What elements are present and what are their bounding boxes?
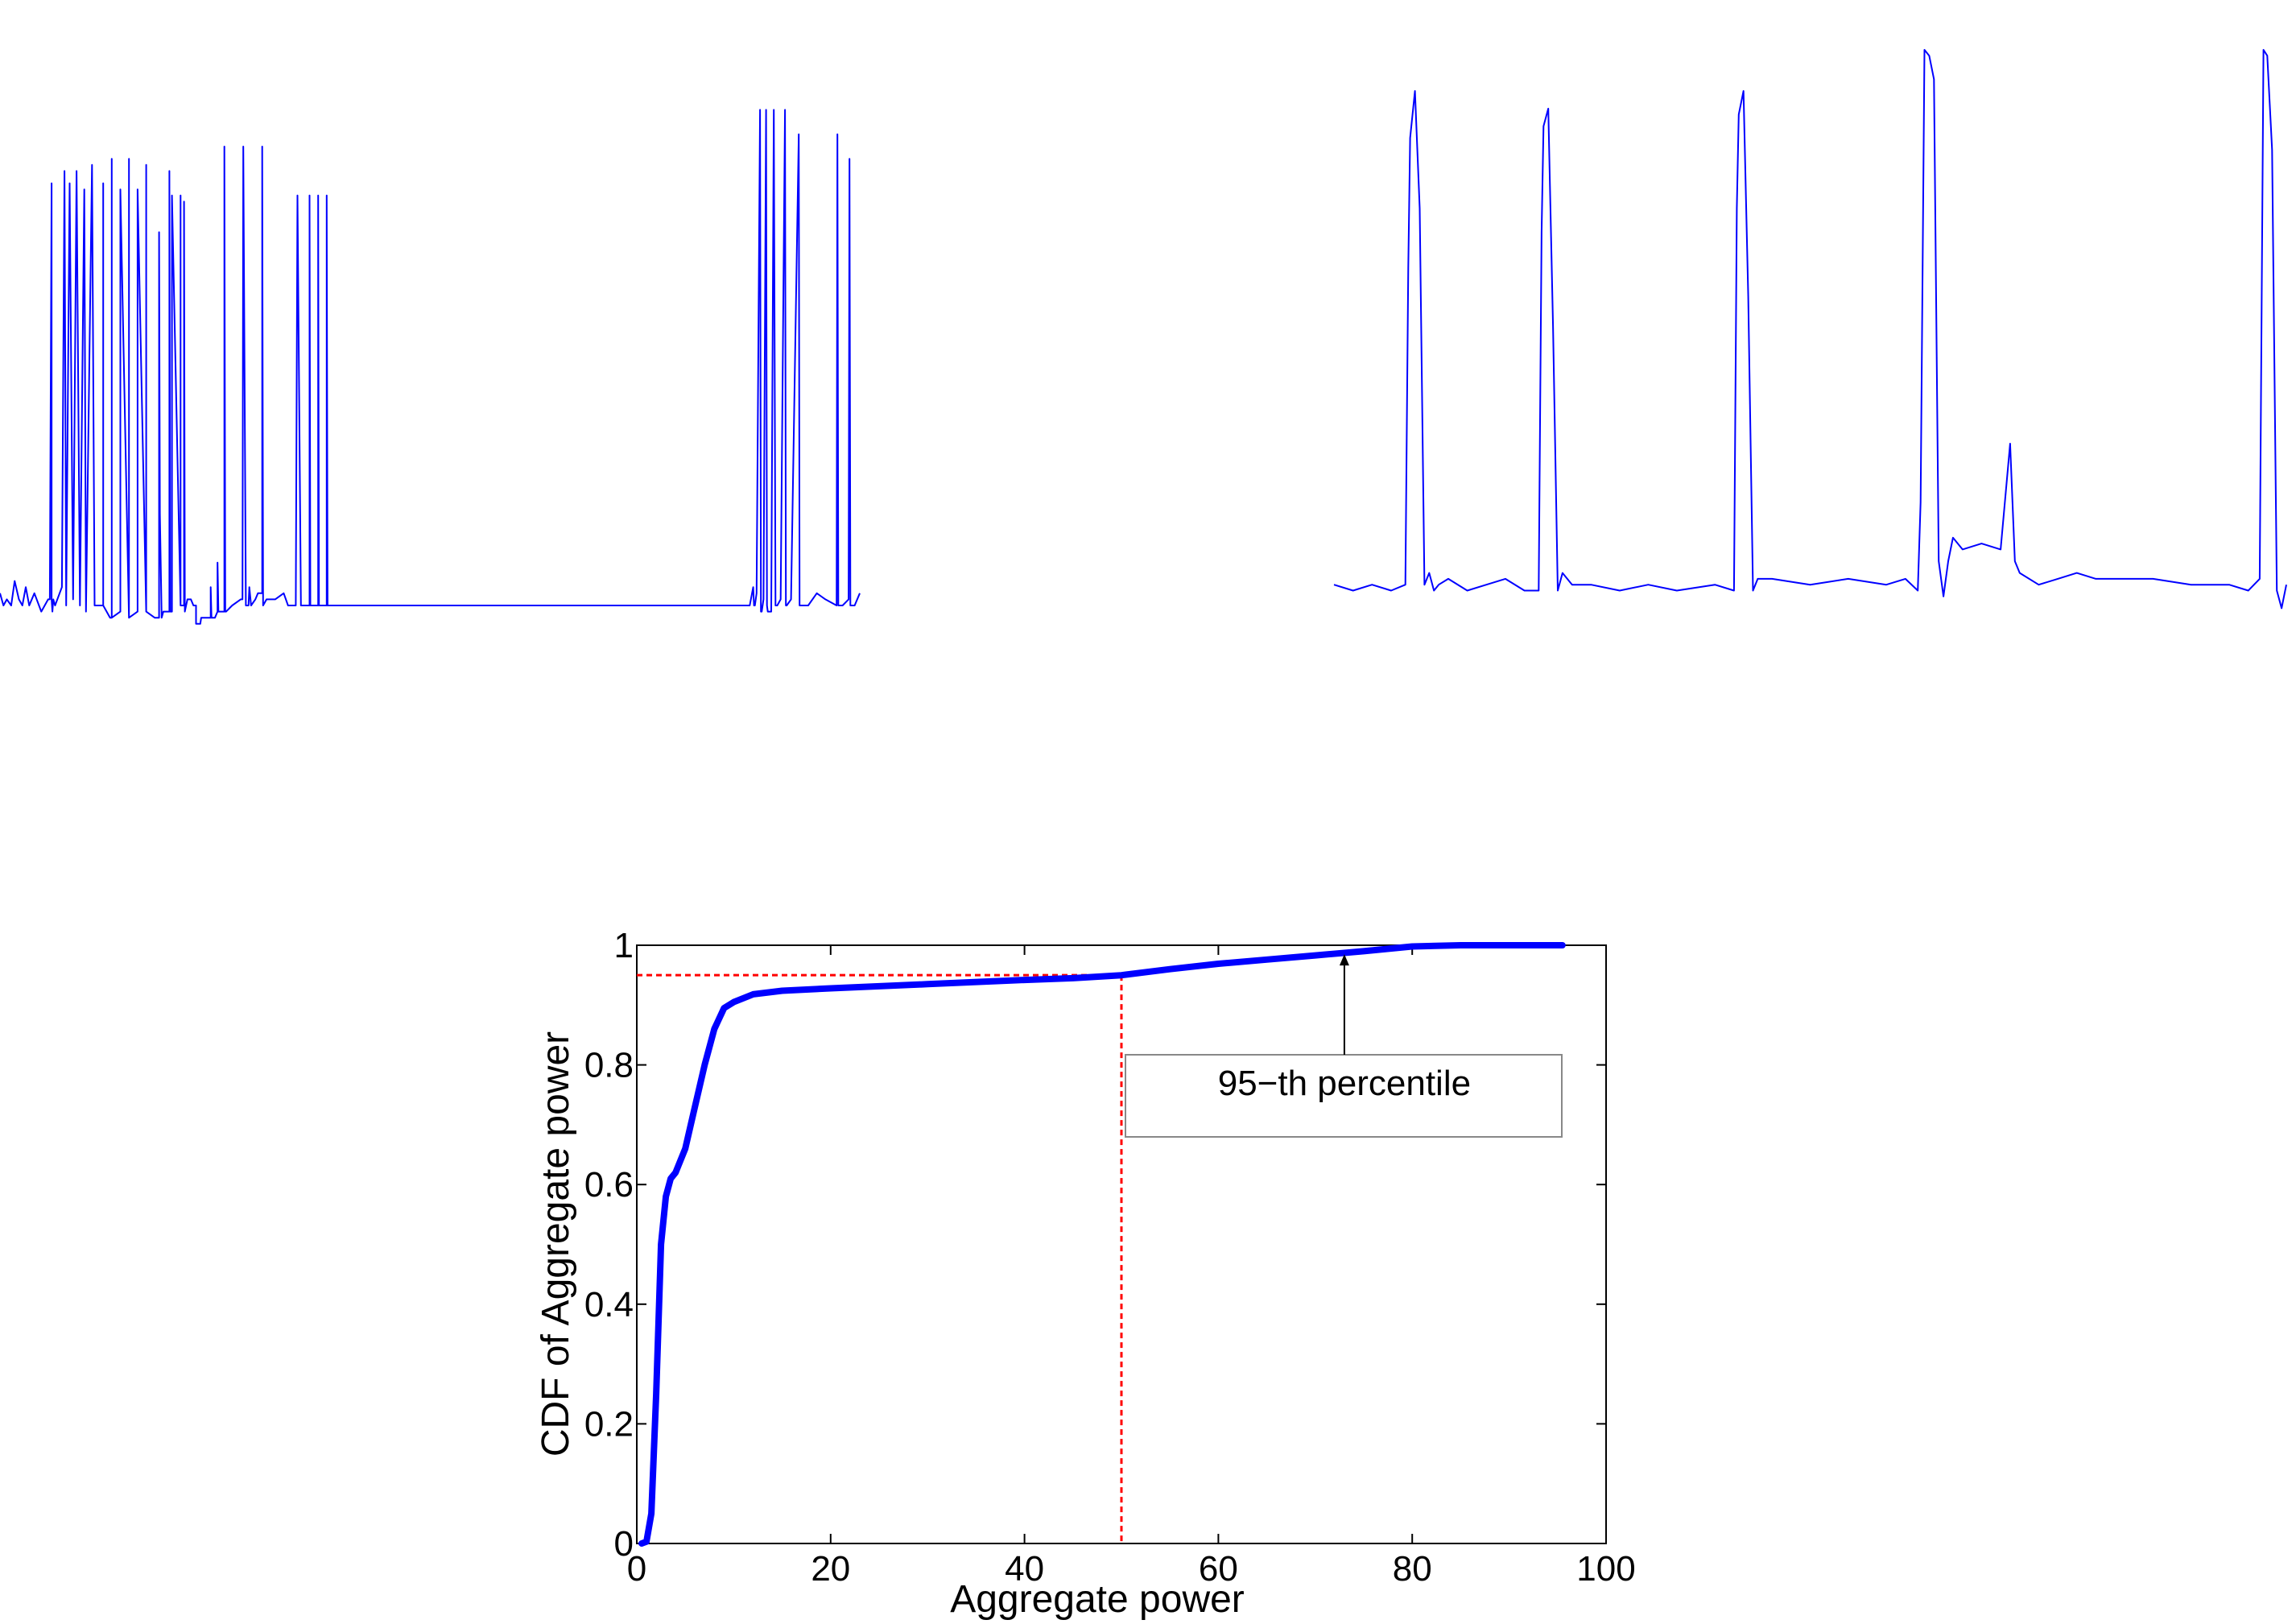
annotation-label: 95−th percentile [1218, 1064, 1471, 1103]
cdf-series-line [638, 942, 1566, 1547]
y-tick-label: 0.2 [584, 1404, 634, 1444]
cdf-chart: 0 20 40 60 80 100 0 0.2 0.4 0.6 0.8 1 95−th percent… [535, 926, 1636, 1621]
annotation-arrowhead [1339, 954, 1349, 966]
y-tick-label: 0.4 [584, 1285, 634, 1324]
x-axis-title: Aggregate power [950, 1578, 1245, 1621]
y-tick-label: 1 [614, 926, 634, 965]
x-tick-label: 20 [811, 1549, 850, 1589]
left-trace-panel [0, 109, 861, 625]
x-tick-label: 80 [1393, 1549, 1432, 1589]
cdf-plot-area [636, 944, 1607, 1544]
annotation-box [1125, 1054, 1563, 1138]
left-trace-line [0, 109, 861, 625]
x-tick-label: 0 [627, 1549, 646, 1589]
right-trace-panel [1333, 48, 2287, 610]
y-axis-title: CDF of Aggregate power [535, 1031, 577, 1457]
x-tick-label: 100 [1576, 1549, 1635, 1589]
y-tick-label: 0 [614, 1524, 634, 1564]
right-trace-line [1333, 48, 2287, 610]
y-tick-label: 0.8 [584, 1046, 634, 1085]
x-tick-label: 40 [1005, 1549, 1044, 1589]
y-tick-label: 0.6 [584, 1165, 634, 1205]
x-tick-label: 60 [1199, 1549, 1238, 1589]
